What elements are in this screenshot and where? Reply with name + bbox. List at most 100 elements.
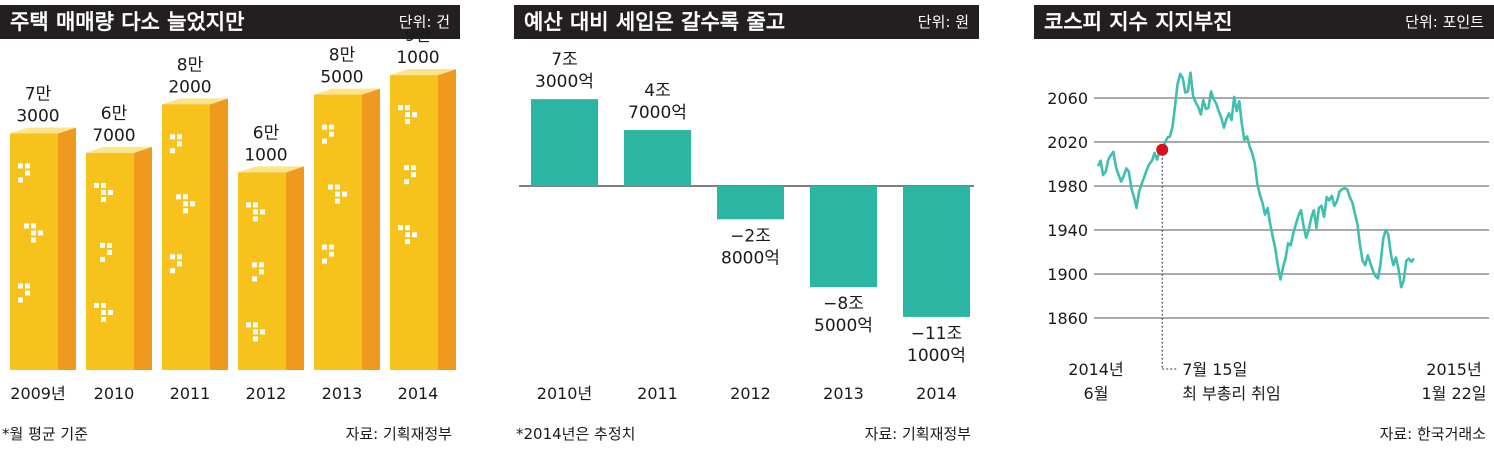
bar-front xyxy=(314,94,362,370)
bar-pixel xyxy=(170,134,175,140)
bar-pixel xyxy=(412,232,417,238)
bar-0 xyxy=(531,99,598,186)
value-label: 7000억 xyxy=(628,103,687,123)
bar-pixel xyxy=(31,223,36,229)
bar-1 xyxy=(86,146,152,370)
bar-3 xyxy=(810,186,877,288)
bar-pixel xyxy=(170,268,175,274)
y-tick-label: 2020 xyxy=(1047,133,1088,152)
chart-title: 예산 대비 세입은 갈수록 줄고 xyxy=(524,10,786,34)
bar-pixel xyxy=(38,230,43,236)
bar-5 xyxy=(390,69,456,370)
value-label: 3000억 xyxy=(535,72,594,92)
bar-pixel xyxy=(18,163,23,169)
bar-pixel xyxy=(253,216,258,222)
bar-pixel xyxy=(329,244,334,250)
bar-pixel xyxy=(31,230,36,236)
value-label: 5000 xyxy=(320,68,363,88)
bar-pixel xyxy=(183,194,188,200)
annotation-marker xyxy=(1156,143,1169,156)
bar-pixel xyxy=(259,262,264,268)
bar-pixel xyxy=(404,165,409,171)
bar-4 xyxy=(903,186,970,317)
bar-side xyxy=(58,127,76,370)
value-label: 3000 xyxy=(16,106,59,126)
value-label: 8만 xyxy=(329,46,356,66)
bar-pixel xyxy=(107,242,112,248)
bar-pixel xyxy=(101,189,106,195)
bar-0 xyxy=(10,127,76,370)
value-label: 1000 xyxy=(396,48,439,68)
category-label: 2012 xyxy=(246,384,287,403)
bar-pixel xyxy=(412,112,417,118)
bar-pixel xyxy=(100,256,105,262)
bar-top xyxy=(10,127,76,134)
bar-top xyxy=(390,69,456,76)
bar-pixel xyxy=(176,194,181,200)
bar-pixel xyxy=(25,283,30,289)
bar-1 xyxy=(624,130,691,186)
value-label: 1000억 xyxy=(907,346,966,366)
value-label: 9만 xyxy=(405,26,432,46)
bar-pixel xyxy=(260,329,265,335)
panel-housing: 주택 매매량 다소 늘었지만 단위: 건 7만 3000 2009년 6만 7000 20… xyxy=(0,0,460,450)
bar-pixel xyxy=(101,316,106,322)
bar-top xyxy=(314,88,380,95)
bar-pixel xyxy=(24,223,29,229)
bar-front xyxy=(86,152,134,370)
category-label: 2011 xyxy=(170,384,211,403)
bar-pixel xyxy=(190,201,195,207)
bar-pixel xyxy=(183,208,188,214)
bar-pixel xyxy=(31,237,36,243)
value-label: 8만 xyxy=(177,55,204,75)
source-label: 자료: 한국거래소 xyxy=(1379,425,1486,443)
bar-pixel xyxy=(405,119,410,125)
bar-pixel xyxy=(328,184,333,190)
value-label: 1000 xyxy=(244,145,287,165)
panel-kospi: 코스피 지수 지지부진 단위: 포인트 2060 2020 1980 1940 1900… xyxy=(1034,0,1494,450)
bar-pixel xyxy=(411,172,416,178)
bar-pixel xyxy=(322,244,327,250)
bar-pixel xyxy=(101,302,106,308)
bar-front xyxy=(162,104,210,370)
bar-pixel xyxy=(101,196,106,202)
bar-pixel xyxy=(170,148,175,154)
bar-pixel xyxy=(252,276,257,282)
bar-pixel xyxy=(260,209,265,215)
bar-pixel xyxy=(253,202,258,208)
y-tick-label: 2060 xyxy=(1047,89,1088,108)
bar-pixel xyxy=(405,112,410,118)
bar-pixel xyxy=(253,329,258,335)
bar-pixel xyxy=(342,191,347,197)
value-label: 8000억 xyxy=(721,248,780,268)
bar-pixel xyxy=(322,258,327,264)
bar-pixel xyxy=(25,290,30,296)
y-tick-label: 1900 xyxy=(1047,265,1088,284)
bar-pixel xyxy=(335,191,340,197)
category-label: 2014 xyxy=(398,384,439,403)
bar-front xyxy=(10,133,58,370)
source-label: 자료: 기획재정부 xyxy=(345,425,452,443)
bar-pixel xyxy=(18,283,23,289)
unit-label: 단위: 건 xyxy=(398,13,450,31)
bar-2 xyxy=(717,186,784,220)
bar-pixel xyxy=(94,302,99,308)
x-start-label: 6월 xyxy=(1084,384,1109,403)
housing-bar-chart: 7만30002009년6만700020108만200020116만1000201… xyxy=(10,26,456,403)
value-label: 6만 xyxy=(253,123,280,143)
category-label: 2009년 xyxy=(10,384,65,403)
bar-pixel xyxy=(253,322,258,328)
bar-pixel xyxy=(335,198,340,204)
bar-pixel xyxy=(329,131,334,137)
bar-pixel xyxy=(177,141,182,147)
unit-label: 단위: 포인트 xyxy=(1405,13,1484,31)
bar-top xyxy=(162,98,228,105)
bar-pixel xyxy=(177,134,182,140)
bar-pixel xyxy=(404,179,409,185)
category-label: 2012 xyxy=(730,384,771,403)
panel-header: 예산 대비 세입은 갈수록 줄고 단위: 원 xyxy=(514,5,979,39)
bar-pixel xyxy=(322,124,327,130)
category-label: 2011 xyxy=(637,384,678,403)
annotation-label: 7월 15일 xyxy=(1182,360,1247,379)
bar-pixel xyxy=(94,182,99,188)
